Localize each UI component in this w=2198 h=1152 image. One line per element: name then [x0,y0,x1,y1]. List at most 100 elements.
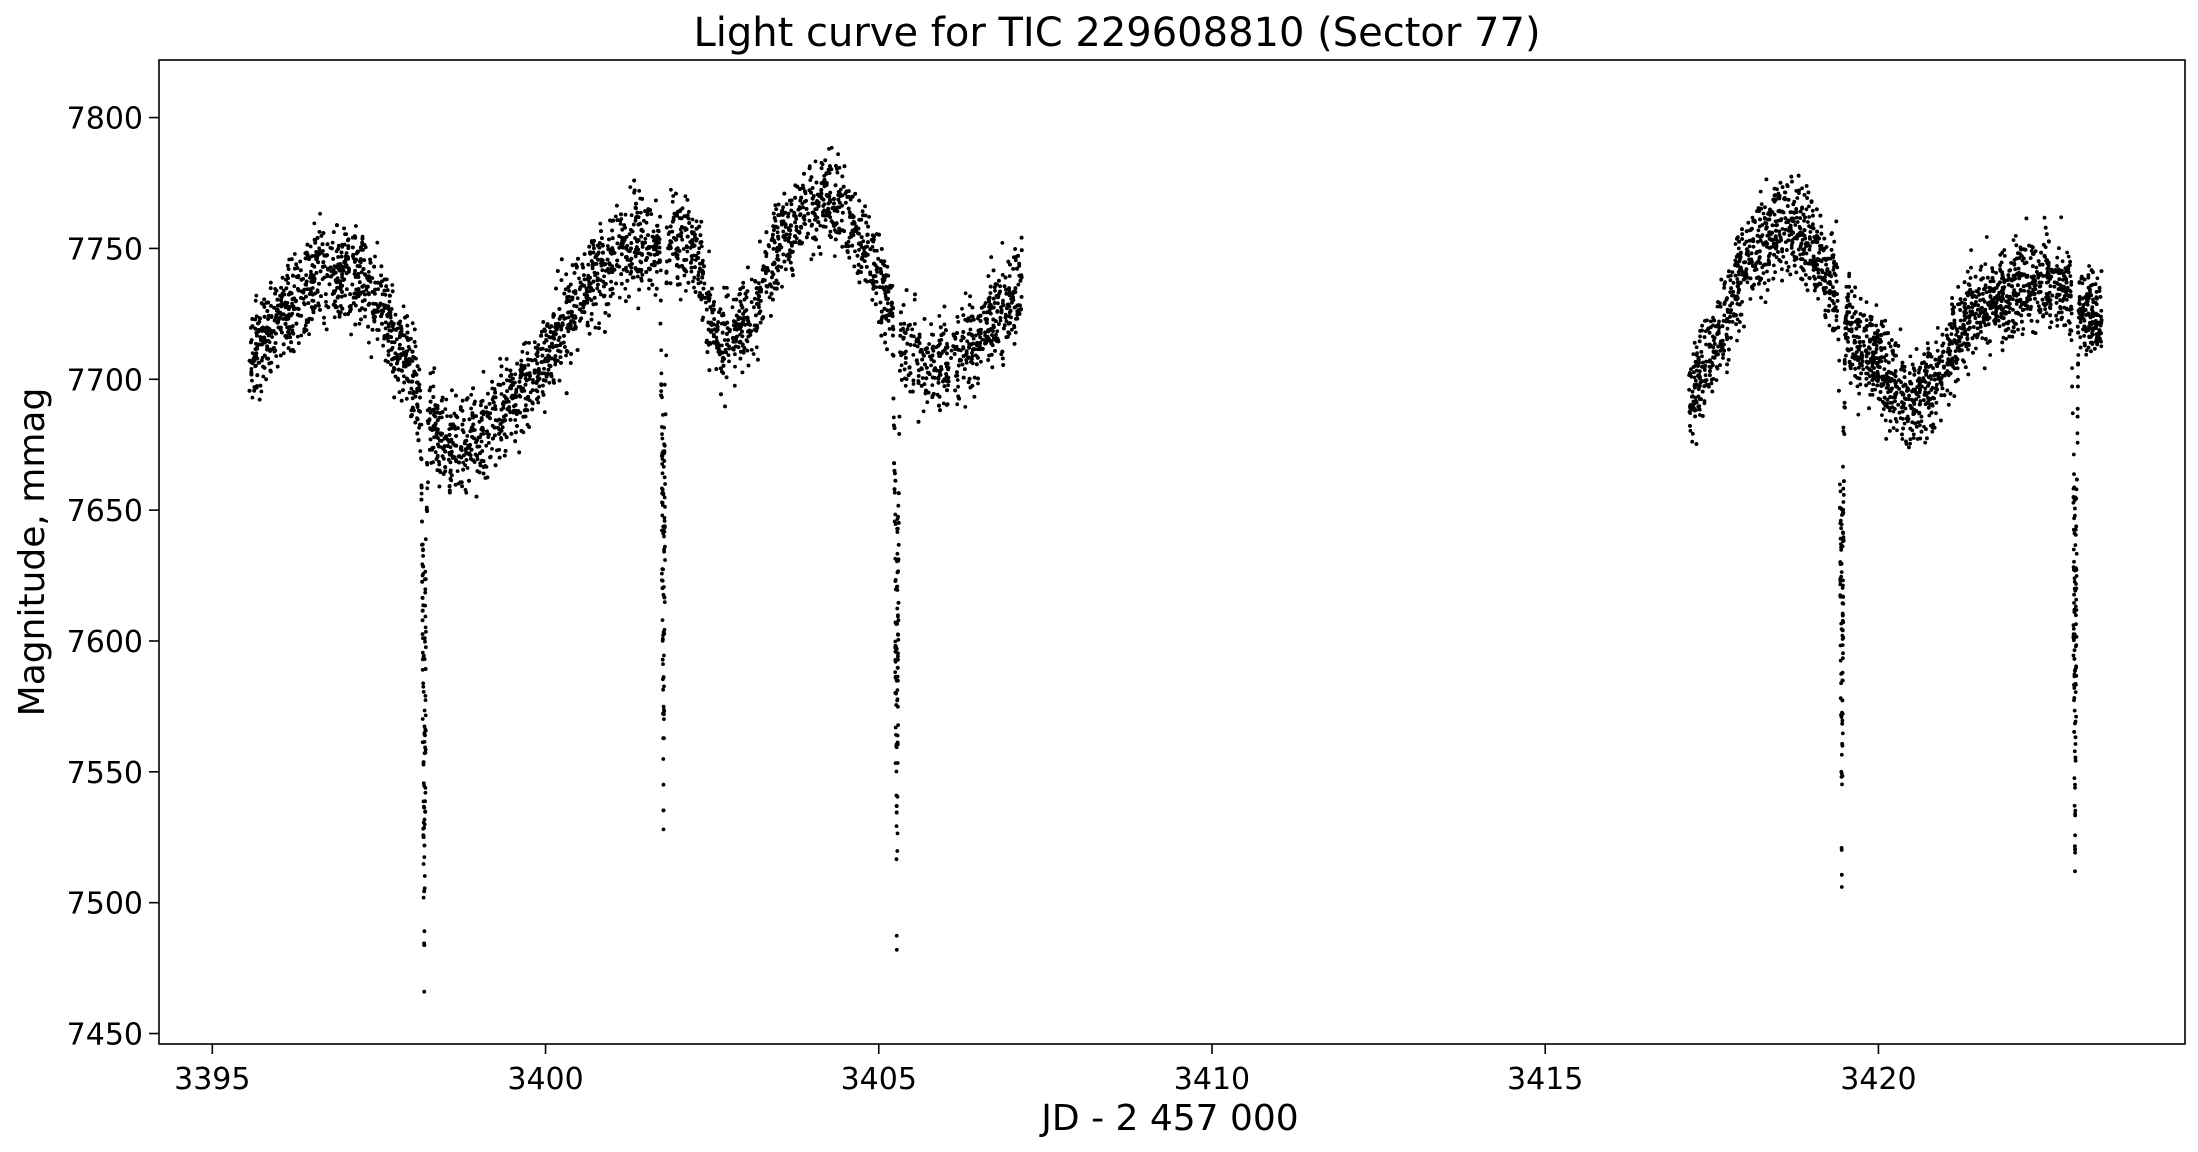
data-point [504,357,509,361]
data-point [587,244,592,249]
data-point [437,484,442,489]
data-point [354,224,358,228]
data-point [487,432,491,437]
data-point [974,333,978,338]
data-point [722,338,727,342]
data-point [526,363,531,367]
data-point [648,278,653,283]
data-point [270,335,274,339]
data-point [322,315,326,320]
data-point [817,245,821,250]
data-point [794,228,799,233]
data-point [541,383,545,388]
data-point [835,170,840,175]
data-point [330,240,335,245]
data-point [362,258,367,262]
data-point [790,249,795,254]
data-point [732,319,736,324]
data-point [870,298,875,302]
data-point [773,203,778,208]
data-point [810,222,814,227]
data-point [410,321,415,325]
data-point [961,345,966,349]
data-point [745,339,750,344]
data-point [822,202,827,207]
data-point [955,315,960,319]
data-point [412,327,417,332]
data-point [898,350,902,355]
data-point [704,340,709,345]
data-point [592,295,597,300]
data-point [754,345,759,350]
data-point [404,357,408,361]
data-point [921,353,926,357]
data-point [659,389,664,393]
data-point [586,273,591,278]
data-point [351,252,355,257]
data-point [389,362,393,367]
data-point [1004,335,1009,340]
data-point [715,323,719,328]
data-point [902,321,907,326]
data-point [575,296,580,301]
data-point [290,301,294,306]
data-point [990,365,995,370]
data-point [517,379,522,384]
data-point [356,272,361,276]
data-point [1012,342,1017,346]
data-point [810,186,815,190]
data-point [683,226,688,231]
data-point [719,321,724,326]
data-point [557,335,562,340]
data-point [393,312,398,317]
data-point [432,366,437,371]
data-point [819,166,824,171]
data-point [422,843,427,848]
data-point [1001,298,1005,303]
data-point [401,360,406,365]
data-point [363,245,368,250]
data-point [478,463,483,468]
data-point [379,264,384,269]
data-point [376,305,381,309]
data-point [931,333,936,337]
data-point [738,316,743,321]
data-point [627,294,631,299]
data-point [649,212,654,217]
data-point [358,260,363,265]
data-point [493,404,498,408]
data-point [379,308,384,313]
data-point [541,320,546,324]
data-point [256,360,261,365]
data-point [693,235,697,240]
data-point [386,324,391,329]
data-point [450,388,454,393]
data-point [978,335,982,340]
data-point [477,419,482,424]
data-point [994,332,998,337]
data-point [264,377,268,382]
data-point [252,388,257,393]
data-point [326,305,331,310]
data-point [295,334,300,339]
data-point [1004,287,1008,292]
data-point [968,294,972,299]
data-point [781,205,785,210]
data-point [628,185,633,190]
data-point [310,317,314,322]
data-point [410,359,415,363]
data-point [691,279,695,284]
data-point [318,269,323,274]
data-point [299,333,304,338]
data-point [392,340,397,345]
data-point [1011,267,1016,271]
data-point [956,384,960,389]
data-point [600,268,605,273]
data-point [960,306,964,311]
data-point [298,259,303,264]
data-point [995,329,1000,334]
data-point [741,280,746,285]
data-point [904,349,908,354]
data-point [733,352,737,357]
data-point [976,381,980,386]
